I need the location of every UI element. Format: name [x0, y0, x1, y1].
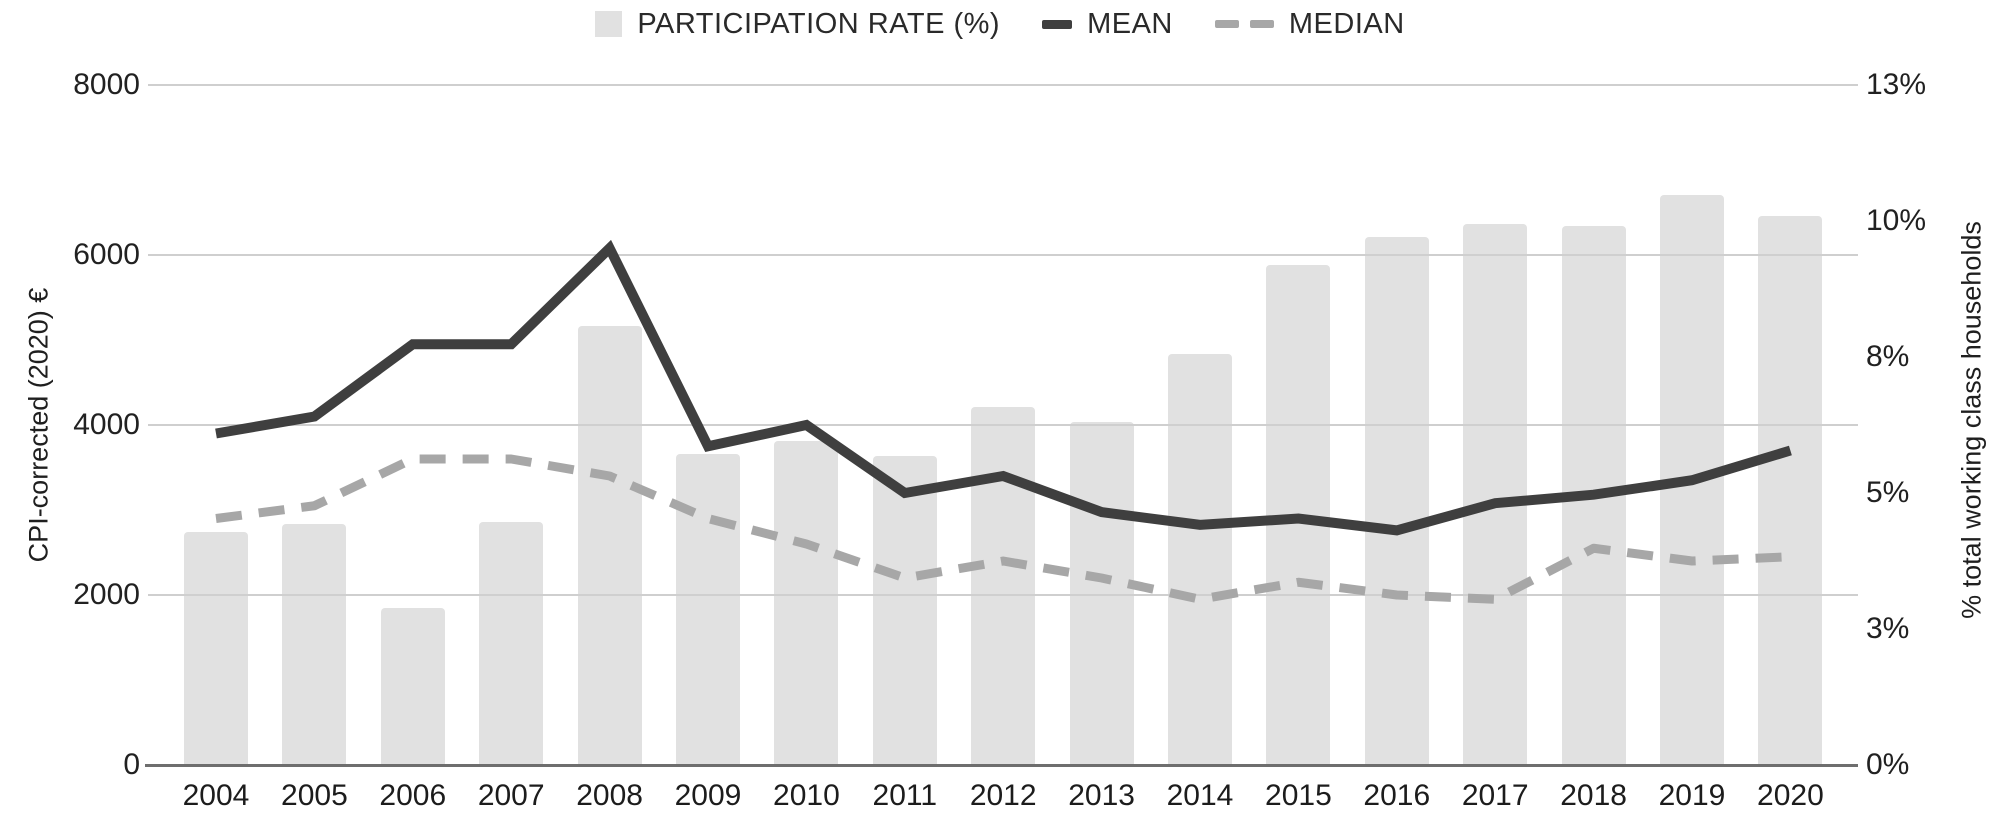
- gridline: [148, 424, 1858, 426]
- bar-2012: [971, 406, 1036, 765]
- bar-2006: [380, 608, 445, 765]
- legend: PARTICIPATION RATE (%) MEAN MEDIAN: [0, 4, 2000, 44]
- legend-marker-median-dashes: [1214, 20, 1274, 28]
- legend-item-label: MEAN: [1087, 7, 1173, 40]
- right-axis-tick-label: 8%: [1866, 340, 1910, 373]
- x-tick-label-2005: 2005: [281, 779, 348, 812]
- bar-2005: [282, 524, 347, 765]
- x-tick-label-2020: 2020: [1757, 779, 1824, 812]
- legend-item: MEDIAN: [1214, 7, 1405, 41]
- x-tick-label-2013: 2013: [1068, 779, 1135, 812]
- x-tick-label-2015: 2015: [1265, 779, 1332, 812]
- legend-dash: [1214, 20, 1239, 28]
- bar-2018: [1561, 226, 1626, 765]
- x-tick-label-2007: 2007: [477, 779, 545, 812]
- bar-2017: [1463, 223, 1528, 765]
- bar-2007: [479, 521, 544, 765]
- x-tick-label-2016: 2016: [1363, 779, 1431, 812]
- legend-item-label: PARTICIPATION RATE (%): [637, 7, 1001, 40]
- x-tick-label-2017: 2017: [1461, 779, 1529, 812]
- x-tick-label-2012: 2012: [969, 779, 1037, 812]
- right-axis-tick-label: 10%: [1866, 204, 1927, 237]
- x-tick-label-2008: 2008: [576, 779, 643, 812]
- bar-2014: [1168, 354, 1232, 765]
- legend-item-label: MEDIAN: [1288, 7, 1405, 40]
- bar-2019: [1660, 194, 1724, 765]
- gridline: [148, 594, 1858, 596]
- bar-2016: [1364, 236, 1429, 765]
- bar-2015: [1266, 265, 1331, 765]
- x-tick-label-2019: 2019: [1658, 779, 1726, 812]
- bar-2004: [184, 532, 248, 765]
- x-tick-label-2009: 2009: [674, 779, 742, 812]
- bar-2010: [774, 440, 839, 765]
- gridline: [148, 254, 1858, 256]
- bar-2020: [1758, 215, 1823, 765]
- x-tick-label-2006: 2006: [379, 779, 447, 812]
- legend-dash: [1249, 20, 1274, 28]
- right-axis-tick-label: 5%: [1866, 476, 1910, 509]
- right-axis-tick-label: 3%: [1866, 612, 1910, 645]
- legend-swatch-participation-rate: [595, 11, 623, 37]
- right-axis-title: % total working class households: [1956, 221, 1987, 619]
- left-axis-tick-label: 2000: [73, 578, 140, 611]
- right-axis-tick-label: 0%: [1866, 748, 1910, 781]
- legend-item: PARTICIPATION RATE (%): [595, 8, 1000, 41]
- x-tick-label-2014: 2014: [1166, 779, 1234, 812]
- legend-marker-mean-line: [1042, 19, 1073, 29]
- x-tick-label-2011: 2011: [872, 779, 938, 812]
- left-axis-tick-label: 4000: [73, 408, 140, 441]
- x-tick-label-2010: 2010: [773, 779, 840, 812]
- legend-item: MEAN: [1042, 8, 1173, 41]
- x-tick-label-2004: 2004: [182, 779, 250, 812]
- gridline: [148, 84, 1858, 86]
- left-axis-tick-label: 0: [123, 748, 140, 781]
- bar-2011: [872, 456, 937, 765]
- bar-2009: [676, 453, 740, 765]
- left-axis-tick-label: 6000: [73, 238, 140, 271]
- right-axis-tick-label: 13%: [1866, 68, 1927, 101]
- bar-2008: [577, 325, 642, 765]
- left-axis-tick-label: 8000: [73, 68, 140, 101]
- x-axis-line: [145, 764, 1858, 767]
- x-tick-label-2018: 2018: [1560, 779, 1627, 812]
